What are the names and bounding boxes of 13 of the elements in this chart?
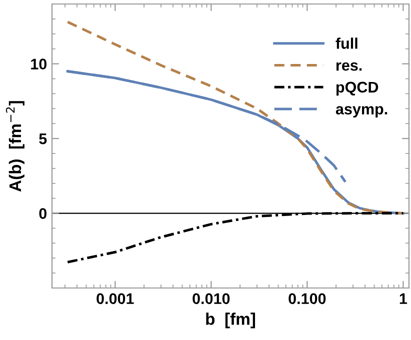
x-tick-label: 1 [400, 293, 407, 304]
x-tick-label: 0.100 [288, 293, 326, 304]
legend-label: asymp. [336, 106, 388, 118]
x-tick-label: 0.010 [192, 293, 230, 304]
y-tick-label: 0 [39, 208, 47, 219]
y-tick-label: 5 [39, 134, 47, 144]
y-tick-label: 10 [31, 58, 47, 70]
x-tick-label: 0.001 [96, 293, 134, 304]
legend-label: full [336, 38, 358, 49]
x-axis-title: b [fm] [206, 312, 256, 328]
legend-label: res. [336, 62, 362, 71]
legend-label: pQCD [336, 82, 378, 96]
y-axis-title: A(b) [fm$^{−2}$] [6, 101, 24, 192]
